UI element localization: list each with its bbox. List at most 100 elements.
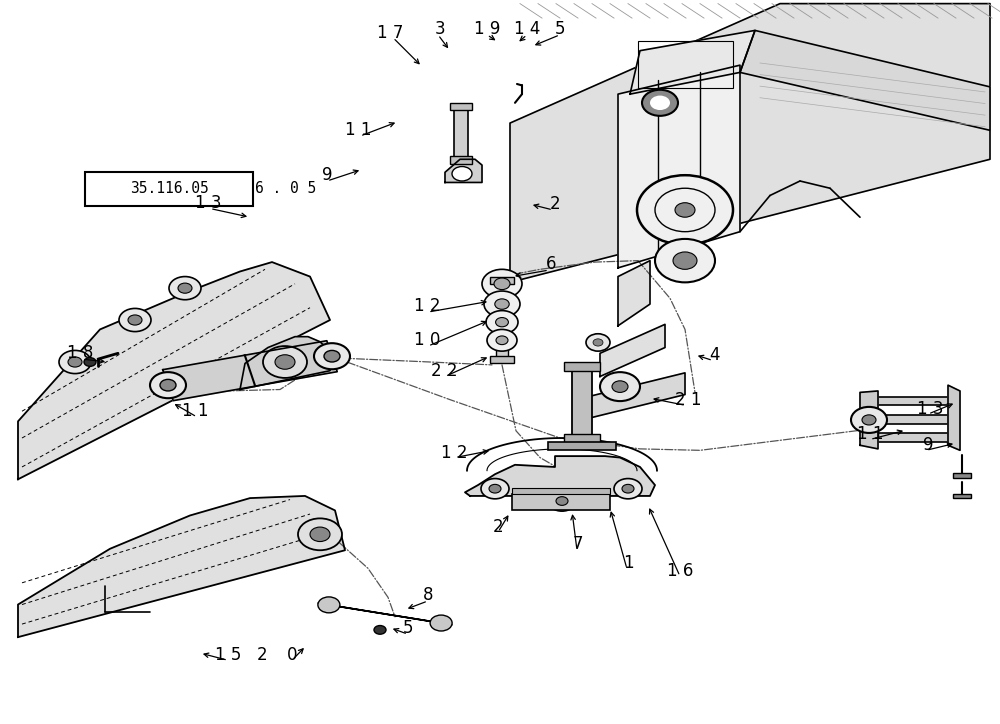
Polygon shape [163, 341, 337, 400]
Bar [490, 356, 514, 363]
Circle shape [495, 299, 509, 309]
Text: 1 1: 1 1 [857, 426, 883, 443]
Text: 35.116.05: 35.116.05 [130, 182, 208, 196]
Polygon shape [630, 30, 755, 94]
Bar [450, 103, 472, 110]
Bar [572, 369, 592, 440]
Bar [454, 109, 468, 161]
Circle shape [586, 334, 610, 351]
Text: 1 8: 1 8 [67, 345, 93, 362]
Circle shape [430, 615, 452, 631]
Circle shape [655, 239, 715, 282]
Text: 1 6: 1 6 [667, 562, 693, 579]
Circle shape [119, 308, 151, 332]
Circle shape [482, 269, 522, 298]
Bar [548, 442, 616, 450]
Polygon shape [618, 65, 740, 268]
Circle shape [150, 372, 186, 398]
Text: 1 3: 1 3 [917, 400, 943, 418]
Circle shape [600, 372, 640, 401]
Text: 2 2: 2 2 [431, 362, 457, 379]
Circle shape [673, 252, 697, 269]
Bar [496, 284, 508, 362]
Circle shape [310, 527, 330, 542]
Circle shape [128, 315, 142, 325]
Circle shape [496, 318, 508, 327]
Circle shape [548, 491, 576, 511]
Text: 1 3: 1 3 [195, 194, 221, 211]
Text: 1 1: 1 1 [345, 122, 371, 139]
Circle shape [275, 355, 295, 369]
Polygon shape [240, 337, 335, 390]
Text: 1 7: 1 7 [377, 24, 403, 41]
Text: 1 9: 1 9 [474, 20, 500, 38]
Text: 9: 9 [322, 167, 332, 184]
Polygon shape [445, 159, 482, 182]
Text: 2 1: 2 1 [675, 391, 701, 408]
Bar [450, 156, 472, 164]
Circle shape [612, 381, 628, 392]
Text: 6 . 0 5: 6 . 0 5 [255, 182, 316, 196]
Text: 2: 2 [257, 647, 267, 664]
Circle shape [374, 626, 386, 634]
Circle shape [486, 311, 518, 334]
Bar [862, 397, 954, 405]
Circle shape [169, 277, 201, 300]
Text: 5: 5 [555, 20, 565, 38]
Text: 9: 9 [923, 437, 933, 454]
Polygon shape [740, 30, 990, 130]
Bar [862, 415, 954, 424]
Text: 7: 7 [573, 536, 583, 553]
Polygon shape [18, 496, 345, 637]
Circle shape [494, 278, 510, 290]
Text: 8: 8 [423, 586, 433, 604]
Text: 6: 6 [546, 256, 556, 273]
Bar [512, 488, 610, 494]
Text: 1: 1 [623, 555, 633, 572]
Polygon shape [582, 373, 685, 420]
Bar [564, 434, 600, 443]
Polygon shape [510, 4, 990, 282]
Text: 0: 0 [287, 647, 297, 664]
Text: 2: 2 [550, 195, 560, 213]
Circle shape [593, 339, 603, 346]
Circle shape [675, 203, 695, 217]
FancyBboxPatch shape [85, 172, 253, 206]
Text: 1 5: 1 5 [215, 647, 241, 664]
Text: 5: 5 [403, 620, 413, 637]
Polygon shape [618, 261, 650, 326]
Circle shape [314, 343, 350, 369]
Circle shape [324, 350, 340, 362]
Polygon shape [18, 262, 330, 479]
Bar [490, 277, 514, 284]
Circle shape [481, 479, 509, 499]
Circle shape [487, 329, 517, 351]
Text: 3: 3 [435, 20, 445, 38]
Circle shape [84, 358, 96, 366]
Bar [953, 473, 971, 478]
Circle shape [160, 379, 176, 391]
Circle shape [298, 518, 342, 550]
Bar [638, 41, 733, 88]
Bar [564, 362, 600, 371]
Circle shape [650, 96, 670, 110]
Text: 4: 4 [710, 346, 720, 363]
Circle shape [59, 350, 91, 374]
Text: 1 2: 1 2 [441, 444, 467, 461]
Circle shape [556, 497, 568, 505]
Circle shape [178, 283, 192, 293]
Bar [512, 494, 610, 510]
Circle shape [496, 336, 508, 345]
Circle shape [862, 415, 876, 425]
Circle shape [263, 346, 307, 378]
Polygon shape [465, 456, 655, 496]
Circle shape [614, 479, 642, 499]
Polygon shape [600, 324, 665, 376]
Text: 1 2: 1 2 [414, 298, 440, 315]
Polygon shape [948, 385, 960, 450]
Circle shape [489, 484, 501, 493]
Circle shape [637, 175, 733, 245]
Circle shape [484, 291, 520, 317]
Circle shape [642, 90, 678, 116]
Text: 1 0: 1 0 [414, 332, 440, 349]
